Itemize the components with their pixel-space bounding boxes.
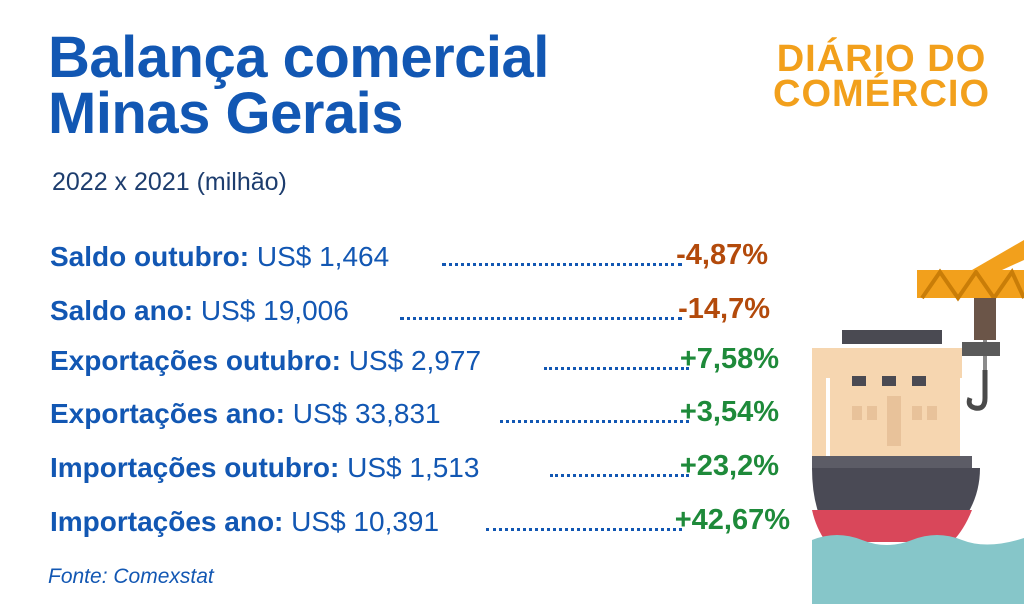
row-change: +23,2%: [679, 450, 779, 482]
dotted-leader: [544, 367, 689, 374]
logo-line-2: COMÉRCIO: [773, 73, 990, 115]
row-value: US$ 2,977: [348, 345, 482, 376]
row-value: US$ 33,831: [292, 398, 441, 429]
logo-line-1: DIÁRIO DO: [776, 38, 987, 80]
diario-do-comercio-logo: DIÁRIO DO COMÉRCIO: [773, 38, 990, 115]
row-change: -4,87%: [676, 239, 768, 271]
row-value: US$ 10,391: [291, 506, 440, 537]
row-saldo-ano: Saldo ano: US$ 19,006 -14,7%: [50, 293, 790, 335]
source-note: Fonte: Comexstat: [48, 565, 214, 588]
water-icon: [812, 535, 1024, 604]
row-label: Saldo outubro:: [50, 241, 250, 272]
row-label: Exportações outubro:: [50, 345, 341, 376]
row-change: +7,58%: [679, 343, 779, 375]
title-line-1: Balança comercial: [48, 25, 549, 90]
row-value: US$ 1,513: [347, 452, 480, 483]
dotted-leader: [500, 420, 689, 427]
ship-icon: [812, 330, 980, 542]
row-importacoes-outubro: Importações outubro: US$ 1,513 +23,2%: [50, 450, 790, 492]
dotted-leader: [442, 263, 682, 270]
row-change: -14,7%: [678, 293, 770, 325]
row-value: US$ 19,006: [200, 295, 349, 326]
row-change: +42,67%: [674, 504, 790, 536]
crane-icon: [917, 240, 1024, 411]
row-exportacoes-ano: Exportações ano: US$ 33,831 +3,54%: [50, 396, 790, 438]
row-label: Importações outubro:: [50, 452, 340, 483]
dotted-leader: [400, 317, 682, 324]
subtitle: 2022 x 2021 (milhão): [52, 168, 287, 196]
title-line-2: Minas Gerais: [48, 81, 404, 146]
dotted-leader: [486, 528, 682, 535]
row-importacoes-ano: Importações ano: US$ 10,391 +42,67%: [50, 504, 790, 546]
row-label: Importações ano:: [50, 506, 284, 537]
row-exportacoes-outubro: Exportações outubro: US$ 2,977 +7,58%: [50, 343, 790, 385]
row-change: +3,54%: [679, 396, 779, 428]
dotted-leader: [550, 474, 689, 481]
cargo-ship-illustration: [812, 240, 1024, 604]
row-saldo-outubro: Saldo outubro: US$ 1,464 -4,87%: [50, 239, 790, 281]
page-title: Balança comercial Minas Gerais: [48, 25, 549, 146]
row-label: Saldo ano:: [50, 295, 194, 326]
row-label: Exportações ano:: [50, 398, 285, 429]
row-value: US$ 1,464: [256, 241, 390, 272]
